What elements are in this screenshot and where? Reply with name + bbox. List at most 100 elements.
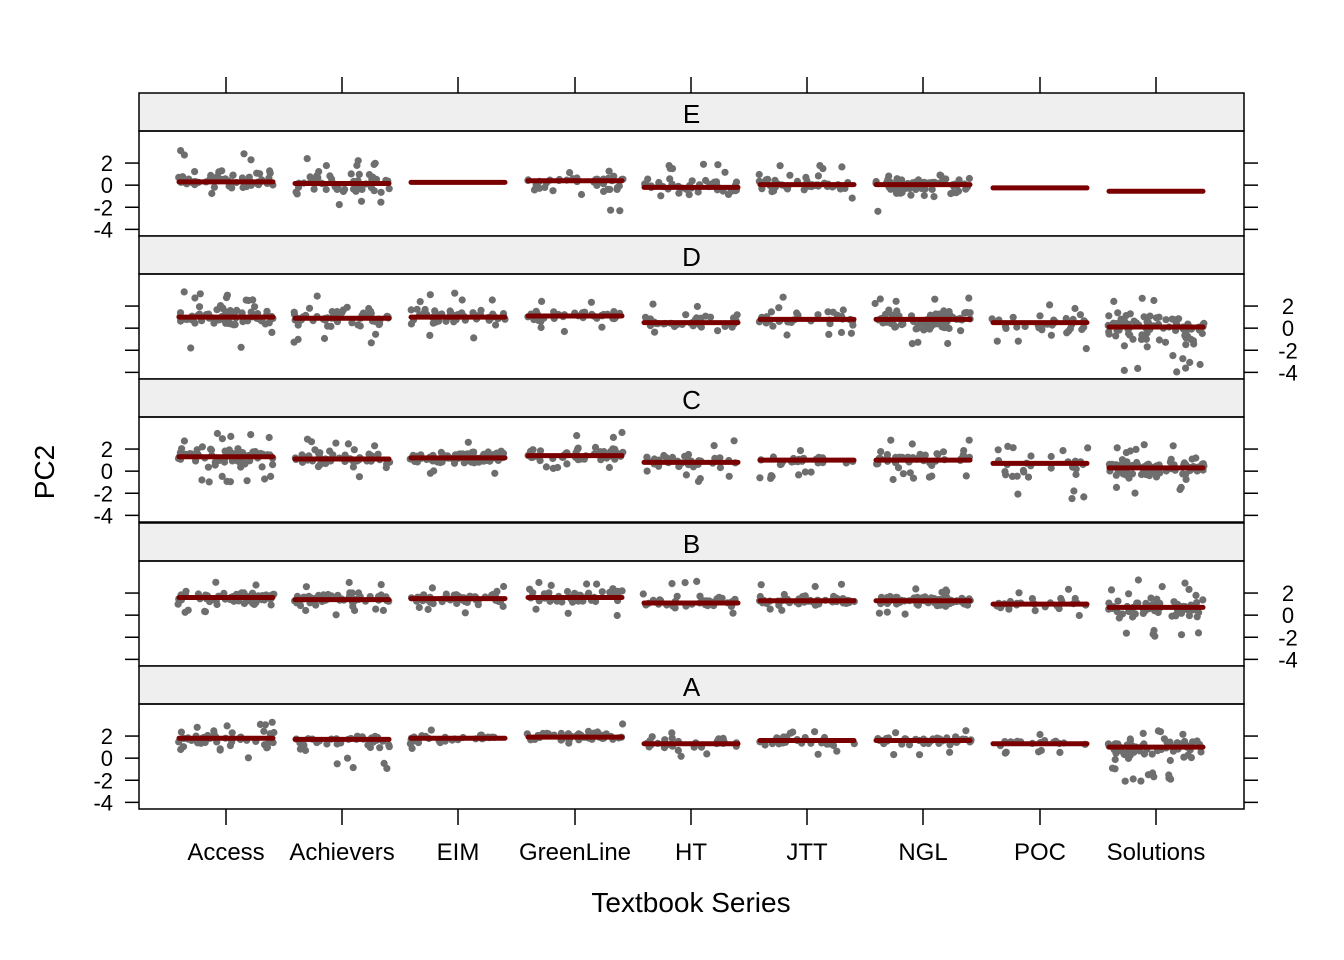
data-point	[350, 446, 358, 454]
data-point	[413, 305, 421, 313]
data-point	[1190, 340, 1198, 348]
data-point	[801, 468, 809, 476]
data-point	[547, 581, 555, 590]
data-point	[1120, 342, 1128, 350]
data-point	[1185, 612, 1193, 620]
data-point	[965, 174, 974, 183]
data-point	[1068, 495, 1076, 503]
data-point	[1036, 730, 1044, 739]
data-point	[1122, 312, 1130, 320]
y-tick-label: -4	[1278, 647, 1298, 672]
data-point	[301, 746, 310, 755]
data-point	[952, 189, 960, 197]
points-e-jtt	[755, 162, 856, 202]
data-point	[668, 580, 676, 588]
data-point	[1105, 330, 1113, 338]
data-point	[1167, 455, 1175, 463]
data-point	[243, 477, 251, 485]
data-point	[303, 435, 312, 443]
data-point	[370, 187, 378, 195]
data-point	[372, 330, 380, 338]
y-tick-label: -2	[1278, 338, 1298, 363]
data-point	[176, 309, 185, 317]
data-point	[912, 585, 920, 593]
data-point	[908, 340, 916, 348]
data-point	[349, 764, 357, 772]
data-point	[377, 591, 385, 599]
data-point	[693, 302, 702, 311]
data-point	[290, 308, 298, 316]
data-point	[177, 745, 185, 754]
data-point	[237, 343, 245, 351]
data-point	[993, 337, 1001, 345]
data-point	[662, 454, 670, 462]
data-point	[1182, 475, 1190, 483]
data-point	[783, 331, 791, 339]
data-point	[251, 303, 259, 311]
data-point	[613, 185, 621, 193]
data-point	[814, 172, 823, 180]
data-point	[1196, 360, 1204, 369]
data-point	[716, 464, 725, 472]
data-point	[229, 171, 237, 180]
data-point	[477, 306, 485, 314]
data-point	[762, 176, 770, 184]
points-c-poc	[994, 442, 1092, 503]
data-point	[706, 313, 715, 321]
data-point	[875, 609, 884, 617]
data-point	[310, 185, 318, 193]
data-point	[424, 605, 432, 614]
points-d-poc	[988, 301, 1090, 353]
strip-label-c: C	[682, 385, 701, 415]
data-point	[849, 321, 857, 329]
data-point	[216, 745, 224, 753]
points-c-jtt	[756, 447, 857, 482]
data-point	[1146, 312, 1154, 320]
data-point	[897, 189, 905, 197]
data-point	[1126, 447, 1134, 455]
data-point	[796, 447, 805, 455]
data-point	[223, 477, 231, 485]
data-point	[492, 321, 500, 329]
data-point	[374, 450, 382, 458]
data-point	[358, 185, 366, 193]
data-point	[311, 446, 319, 454]
data-point	[1014, 490, 1022, 498]
data-point	[616, 207, 624, 215]
y-tick-label: 2	[1282, 294, 1294, 319]
data-point	[355, 170, 363, 178]
data-point	[1139, 729, 1147, 738]
data-point	[1072, 470, 1080, 479]
data-point	[837, 580, 846, 588]
data-point	[268, 718, 276, 726]
data-point	[1047, 331, 1055, 339]
points-a-jtt	[756, 728, 858, 758]
data-point	[312, 601, 320, 609]
data-point	[1028, 595, 1036, 603]
data-point	[789, 728, 797, 736]
data-point	[333, 760, 341, 768]
data-point	[1047, 464, 1055, 472]
data-point	[1153, 595, 1161, 603]
data-point	[249, 448, 257, 456]
data-point	[1112, 332, 1120, 340]
data-point	[1014, 337, 1022, 345]
y-tick-label: -4	[93, 790, 113, 815]
data-point	[696, 475, 704, 483]
data-point	[245, 173, 253, 181]
data-point	[252, 581, 260, 589]
data-point	[619, 720, 627, 728]
data-point	[1129, 335, 1137, 343]
data-point	[1187, 754, 1195, 762]
data-point	[965, 436, 973, 444]
data-point	[372, 605, 380, 613]
panel-a: A -4-202	[93, 665, 1258, 815]
data-point	[668, 453, 677, 461]
data-point	[889, 475, 897, 484]
data-point	[1158, 583, 1166, 591]
data-point	[218, 472, 226, 480]
data-point	[500, 582, 508, 591]
data-point	[1027, 452, 1035, 460]
